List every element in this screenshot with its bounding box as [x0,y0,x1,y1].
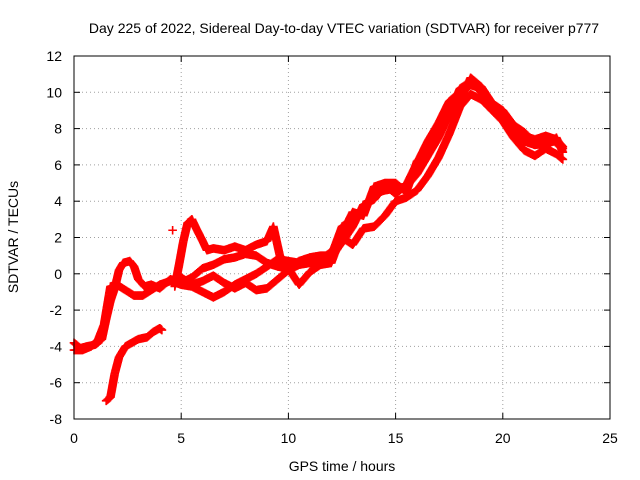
y-tick-label: -2 [50,302,63,318]
y-tick-label: 6 [54,157,62,173]
y-tick-label: 10 [46,84,62,100]
x-tick-label: 10 [281,430,297,446]
y-tick-label: 2 [54,230,62,246]
y-tick-label: 8 [54,121,62,137]
y-tick-label: 12 [46,48,62,64]
marks-layer [69,73,568,406]
y-tick-label: -8 [50,411,63,427]
series-5 [101,323,167,406]
y-tick-label: 0 [54,266,62,282]
series-1 [69,77,568,353]
chart-title: Day 225 of 2022, Sidereal Day-to-day VTE… [89,20,599,36]
y-tick-label: -4 [50,338,63,354]
y-axis-label: SDTVAR / TECUs [5,181,21,293]
plot-frame [73,55,611,420]
tick-layer: 0 5 10 15 20 25 -8 -6 -4 -2 0 2 4 6 8 10 12 [46,48,618,446]
y-tick-label: 4 [54,193,62,209]
x-tick-label: 25 [602,430,618,446]
data-point [558,147,568,157]
series-6 [168,225,177,235]
data-point [168,225,177,235]
series-2 [69,89,568,355]
x-tick-label: 0 [70,430,78,446]
x-axis-label: GPS time / hours [289,458,396,474]
x-tick-label: 5 [177,430,185,446]
x-tick-label: 15 [388,430,404,446]
series-4 [176,73,568,295]
x-tick-label: 20 [495,430,511,446]
data-point [157,325,167,335]
y-tick-label: -6 [50,375,63,391]
data-point [558,155,568,164]
